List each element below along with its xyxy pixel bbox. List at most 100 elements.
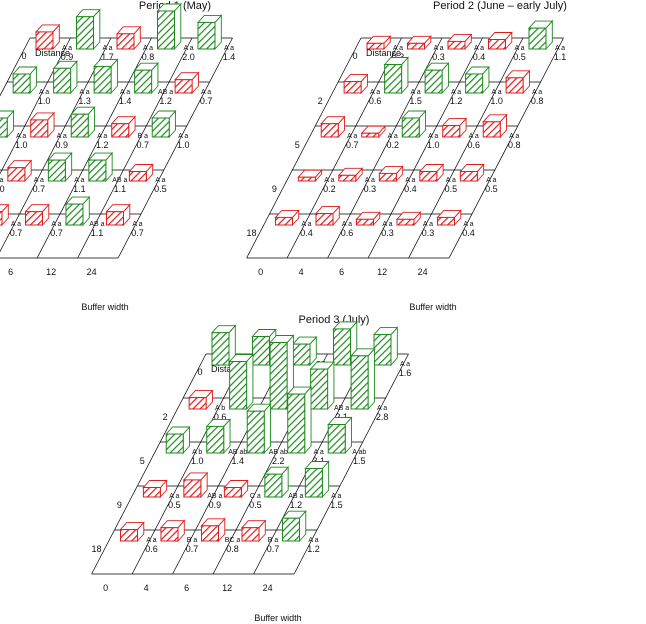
bar (464, 65, 490, 95)
bar (223, 479, 249, 499)
bar-front-face (442, 125, 461, 138)
bar (320, 115, 346, 139)
bar-front-face (206, 425, 225, 454)
significance-letters: A a (509, 133, 519, 140)
significance-letters: A a (532, 89, 542, 96)
bar-front-face (65, 203, 84, 226)
bar (196, 14, 223, 51)
value-label: 1.7 (101, 52, 114, 62)
value-label: 0.6 (467, 140, 480, 150)
grid-col-line (327, 37, 443, 259)
significance-letters: C a (250, 493, 261, 500)
significance-letters: A a (492, 89, 502, 96)
bar-front-face (134, 69, 153, 94)
value-label: 1.0 (427, 140, 440, 150)
significance-letters: A a (102, 45, 112, 52)
bar (105, 203, 131, 227)
bar-front-face (407, 42, 425, 50)
distance-tick-label: 9 (117, 500, 122, 510)
significance-letters: A a (451, 89, 461, 96)
significance-letters: B a (187, 537, 198, 544)
bar-front-face (12, 73, 31, 94)
significance-letters: A a (324, 177, 334, 184)
significance-letters: A a (0, 177, 4, 184)
bar-front-face (76, 16, 94, 50)
bar (12, 65, 38, 95)
bar (87, 151, 114, 183)
value-label: 1.0 (38, 96, 51, 106)
buffer-width-axis-label: Buffer width (254, 613, 301, 623)
significance-letters: A a (314, 449, 324, 456)
significance-letters: A a (446, 177, 456, 184)
bar (0, 109, 15, 139)
panel-period-3: Period 3 (July) Distance Buffer width 0 2… (91, 314, 411, 623)
significance-letters: A a (80, 89, 90, 96)
bar (395, 211, 422, 227)
buffer-tick-label: 12 (222, 583, 232, 593)
bar-front-face (384, 64, 403, 94)
panel-title: Period 3 (July) (299, 314, 370, 326)
bar-front-face (338, 174, 357, 182)
value-label: 0.4 (300, 228, 313, 238)
bar (274, 209, 300, 227)
bar-front-face (366, 42, 385, 50)
bar (182, 471, 209, 499)
value-label: 0.7 (200, 96, 213, 106)
bar (332, 320, 358, 367)
bar (64, 195, 91, 227)
value-label: 0.5 (445, 184, 458, 194)
bar-side-face (263, 403, 271, 455)
significance-letters: A a (16, 133, 26, 140)
value-label: 0.7 (136, 140, 149, 150)
value-label: 1.5 (353, 456, 366, 466)
bar-front-face (274, 216, 293, 226)
grid-col-line (36, 37, 152, 259)
bar (286, 385, 313, 455)
value-label: 1.0 (177, 140, 190, 150)
significance-letters: A a (365, 177, 375, 184)
bar (159, 519, 186, 543)
bar-front-face (269, 342, 288, 410)
bar (205, 418, 232, 455)
value-label: 0.2 (323, 184, 336, 194)
value-label: 0.5 (485, 184, 498, 194)
value-label: 0.3 (422, 228, 435, 238)
bar (482, 113, 508, 139)
value-label: 0.3 (364, 184, 377, 194)
bar-front-face (183, 479, 202, 498)
value-label: 1.2 (159, 96, 172, 106)
significance-letters: A a (169, 493, 179, 500)
bar-front-face (378, 172, 397, 182)
bar (210, 324, 237, 367)
bar (281, 510, 307, 543)
bar-front-face (128, 171, 147, 182)
bar (378, 165, 404, 183)
bar (343, 73, 369, 95)
value-label: 1.5 (409, 96, 422, 106)
bar (269, 334, 295, 411)
significance-letters: A a (514, 45, 524, 52)
significance-letters: A a (97, 133, 107, 140)
bar (327, 416, 353, 455)
bar-front-face (320, 123, 339, 138)
buffer-tick-label: 12 (377, 267, 387, 277)
bar-front-face (111, 123, 130, 138)
buffer-tick-label: 6 (339, 267, 344, 277)
value-label: 0.4 (404, 184, 417, 194)
value-label: 1.5 (330, 500, 343, 510)
value-label: 0.6 (145, 544, 158, 554)
significance-letters: AB ab (228, 449, 247, 456)
significance-letters: A a (34, 177, 44, 184)
significance-letters: A a (301, 221, 311, 228)
buffer-tick-label: 12 (46, 267, 56, 277)
bar-front-face (343, 81, 362, 94)
distance-tick-label: 5 (140, 456, 145, 466)
value-label: 1.6 (399, 368, 412, 378)
buffer-width-axis-label: Buffer width (409, 302, 456, 312)
value-label: 0.7 (50, 228, 63, 238)
distance-tick-label: 2 (318, 96, 323, 106)
